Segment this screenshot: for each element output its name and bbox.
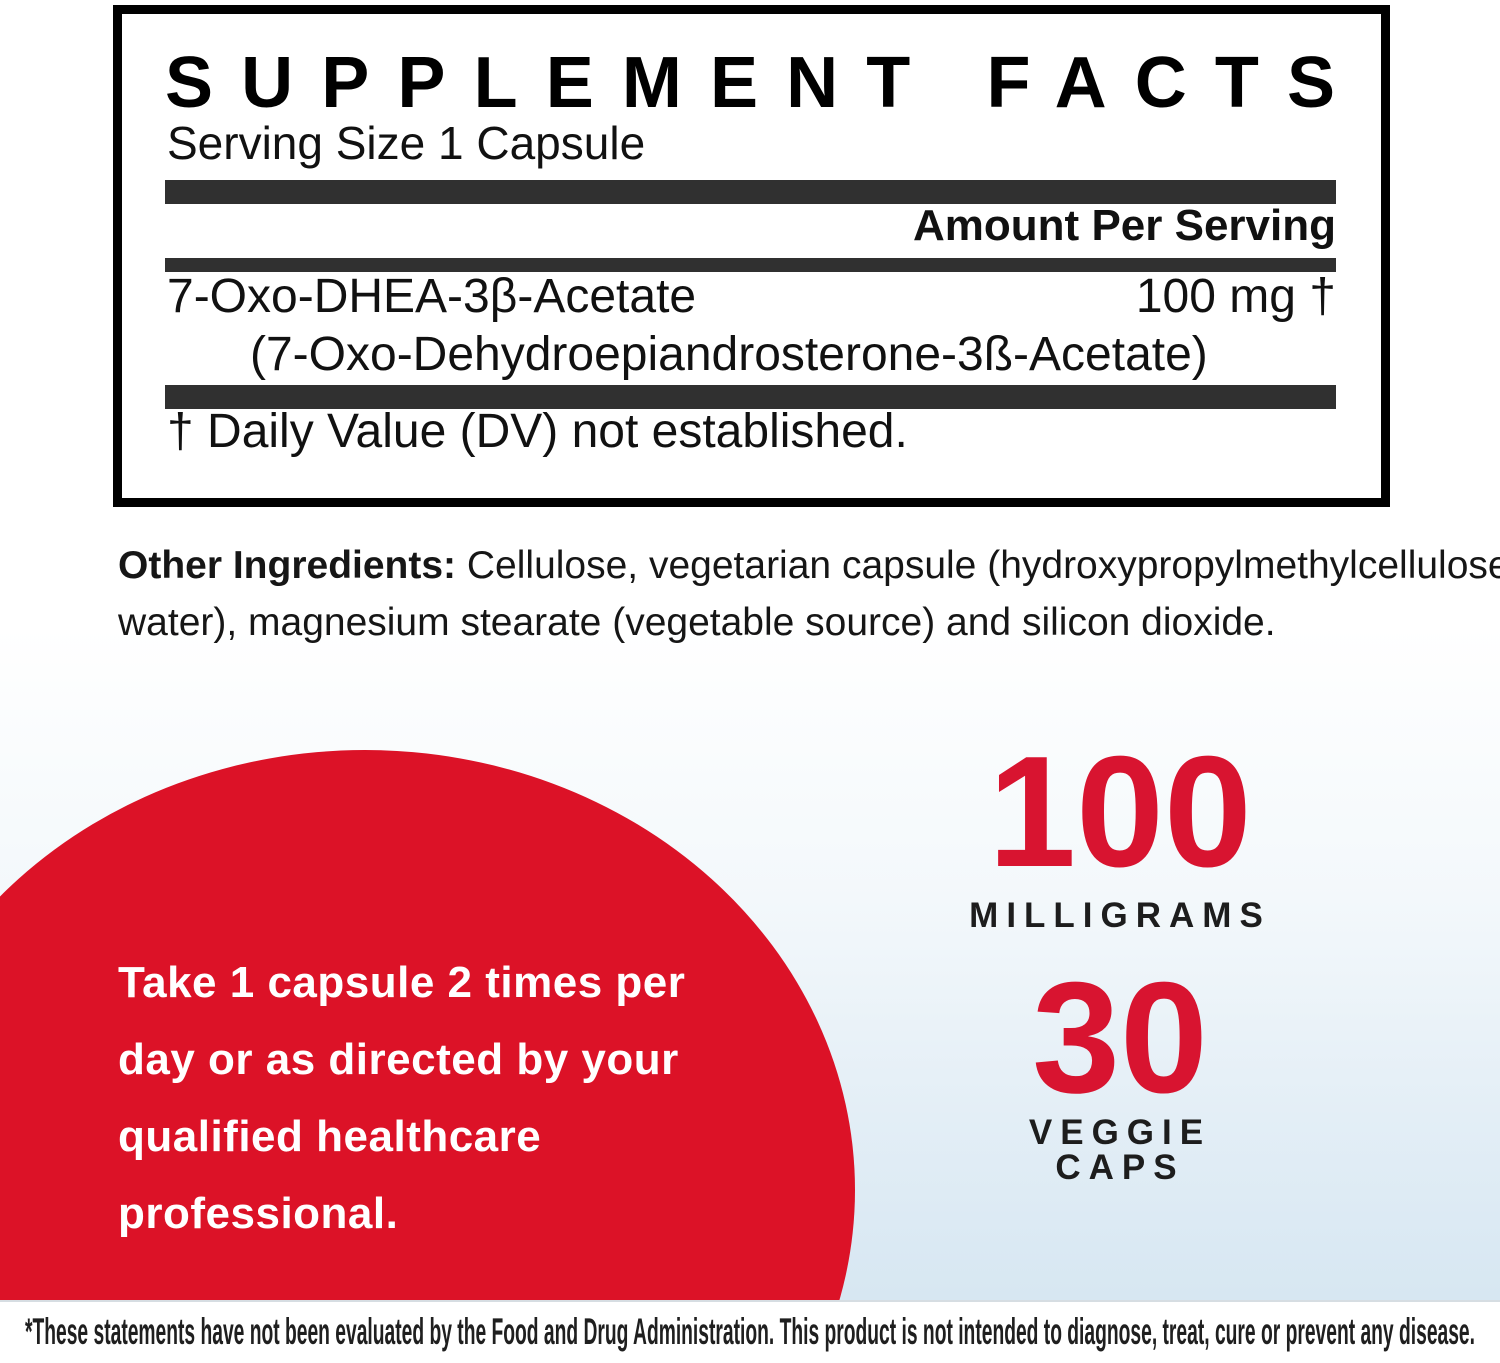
other-ingredients-line1: Other Ingredients: Cellulose, vegetarian…: [118, 537, 1500, 594]
divider-bar-thick: [165, 180, 1336, 204]
directions-line: Take 1 capsule 2 times per: [118, 958, 686, 1007]
other-ingredients: Other Ingredients: Cellulose, vegetarian…: [118, 537, 1500, 651]
disclaimer-svg: *These statements have not been evaluate…: [25, 1311, 1475, 1352]
divider-bar-thin: [165, 258, 1336, 272]
directions-line: day or as directed by your: [118, 1035, 679, 1084]
panel-title-svg: SUPPLEMENT FACTS: [165, 43, 1335, 123]
panel-title: SUPPLEMENT FACTS: [165, 43, 1335, 123]
directions-line: professional.: [118, 1189, 399, 1238]
other-ingredients-text1: Cellulose, vegetarian capsule (hydroxypr…: [466, 544, 1500, 587]
daily-value-footnote: † Daily Value (DV) not established.: [167, 405, 908, 458]
supplement-facts-content: SUPPLEMENT FACTS Serving Size 1 Capsule …: [165, 14, 1336, 498]
veggie-caps-label: VEGGIE CAPS: [1028, 1113, 1212, 1187]
divider-bar-bottom: [165, 385, 1336, 409]
serving-size: Serving Size 1 Capsule: [167, 117, 646, 169]
directions-text: Take 1 capsule 2 times per day or as dir…: [118, 944, 685, 1252]
ingredient-chemical-name: (7-Oxo-Dehydroepiandrosterone-3ß-Acetate…: [250, 328, 1208, 381]
ingredient-row: 7-Oxo-DHEA-3β-Acetate 100 mg †: [167, 273, 1336, 321]
directions-line: qualified healthcare: [118, 1112, 542, 1161]
other-ingredients-label: Other Ingredients:: [118, 544, 457, 587]
amount-per-serving-header: Amount Per Serving: [913, 201, 1336, 250]
supplement-facts-panel: SUPPLEMENT FACTS Serving Size 1 Capsule …: [113, 5, 1390, 507]
other-ingredients-line2: water), magnesium stearate (vegetable so…: [118, 601, 1276, 644]
veggie-caps-value: 30: [1032, 950, 1208, 1126]
ingredient-name: 7-Oxo-DHEA-3β-Acetate: [167, 270, 697, 323]
disclaimer-text: *These statements have not been evaluate…: [25, 1311, 1475, 1352]
milligrams-value: 100: [988, 724, 1252, 900]
disclaimer-band: *These statements have not been evaluate…: [0, 1300, 1500, 1363]
milligrams-label: MILLIGRAMS: [969, 896, 1271, 935]
ingredient-amount: 100 mg †: [1135, 270, 1336, 323]
